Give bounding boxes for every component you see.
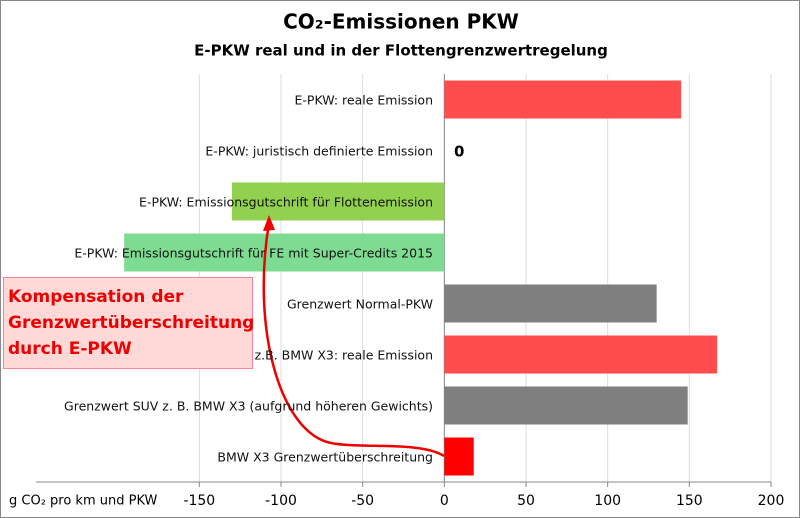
bar — [444, 284, 657, 323]
x-tick-label: 200 — [758, 493, 785, 509]
category-label: E-PKW: reale Emission — [294, 92, 433, 107]
annotation: Kompensation der Grenzwertüberschreitung… — [3, 277, 254, 369]
category-label: Grenzwert SUV z. B. BMW X3 (aufgrund höh… — [64, 398, 433, 413]
category-label: E-PKW: juristisch definierte Emission — [205, 143, 433, 158]
bar — [444, 386, 688, 425]
x-tick-label: -150 — [183, 493, 215, 509]
value-label: 0 — [454, 143, 464, 161]
bar — [444, 80, 682, 119]
x-tick-label: -50 — [351, 493, 374, 509]
category-label: z.B. BMW X3: reale Emission — [254, 347, 433, 362]
x-tick-label: -100 — [265, 493, 297, 509]
category-label: Grenzwert Normal-PKW — [286, 296, 433, 311]
category-label: E-PKW: Emissionsgutschrift für Flottenem… — [139, 194, 433, 209]
bar — [232, 182, 445, 221]
x-tick-label: 150 — [676, 493, 703, 509]
arrow — [262, 222, 445, 458]
bar — [444, 335, 718, 374]
bar — [444, 437, 474, 476]
arrow-head — [263, 215, 275, 231]
chart-subtitle: E-PKW real und in der Flottengrenzwertre… — [194, 42, 608, 60]
x-tick-label: 100 — [594, 493, 621, 509]
chart-title: CO₂-Emissionen PKW — [283, 10, 519, 34]
category-label: BMW X3 Grenzwertüberschreitung — [217, 449, 433, 464]
category-label: E-PKW: Emissionsgutschrift für FE mit Su… — [74, 245, 433, 260]
bar — [124, 233, 445, 272]
x-tick-label: 50 — [517, 493, 535, 509]
x-tick-label: 0 — [440, 493, 449, 509]
x-axis-title: g CO₂ pro km und PKW — [9, 494, 158, 509]
